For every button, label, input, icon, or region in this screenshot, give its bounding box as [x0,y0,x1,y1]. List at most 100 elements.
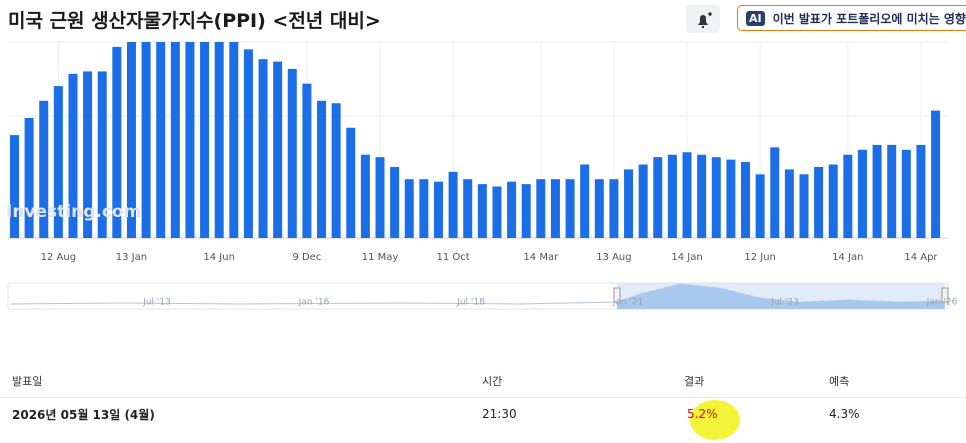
bar [287,68,297,238]
bar [126,42,136,238]
bar [901,149,911,238]
bar [302,83,312,238]
bell-icon [698,12,712,28]
x-tick-label: 14 Jan [671,252,702,263]
x-tick-label: 11 Oct [436,252,469,263]
navigator-label: Jan '21 [612,298,644,308]
bar [24,117,34,238]
bar [448,171,458,238]
x-tick-label: 9 Dec [292,252,321,263]
x-tick-label: 14 Jun [203,252,235,263]
bar [580,164,590,238]
bar [141,42,151,238]
bar [331,103,341,238]
navigator-label: Jan '16 [298,298,330,308]
header-cell: 예측 [828,365,966,398]
bar [697,154,707,238]
x-tick-label: 14 Apr [904,252,938,263]
header-cell: 시간 [481,365,683,398]
x-tick-label: 12 Aug [41,252,76,263]
forecast-cell: 4.3% [829,407,860,421]
bar [653,157,663,238]
bar [507,181,517,238]
ai-badge: AI [746,10,765,26]
navigator-handle[interactable] [941,287,949,303]
chart: Investing.com 12 Aug 13 Jan 14 Jun 9 Dec 11 … [6,41,958,310]
bar [214,42,224,238]
bar [682,152,692,238]
bar [711,157,721,238]
bar [741,162,750,238]
bar [433,181,443,238]
ai-button[interactable]: AI 이번 발표가 포트폴리오에 미치는 영향 [737,5,966,31]
bar [887,144,897,238]
bar [814,166,824,238]
bar [112,46,122,238]
bar [726,159,736,238]
x-tick-label: 13 Jan [116,252,147,263]
bar [565,179,575,238]
bar [83,71,93,238]
x-tick-label: 11 May [362,252,399,263]
bar [346,127,356,238]
bar [200,42,210,238]
bar [536,179,546,238]
bar [170,42,180,238]
bar [419,179,429,238]
navigator-label: Jul '13 [142,298,171,308]
bar [463,179,473,238]
bar [609,179,619,238]
bar [10,135,19,238]
bar [317,100,327,238]
bar [360,154,370,238]
bar [477,184,487,238]
x-tick-label: 14 Mar [523,252,559,263]
navigator-label: Jan '26 [926,298,958,308]
bar [638,164,648,238]
bar [770,147,780,238]
header-cell: 결과 [683,365,828,398]
bar [784,169,794,238]
bar [799,174,809,238]
bar [931,110,941,238]
bar [273,61,283,238]
bar [843,154,853,238]
bar [68,73,78,238]
bar [755,174,765,238]
bar [375,157,385,238]
navigator-label: Jul '18 [456,298,485,308]
x-tick-label: 12 Jun [744,252,776,263]
bar [916,144,926,238]
bar [53,86,63,238]
table-row: 2026년 05월 13일 (4월) 21:30 5.2% 4.3% [0,398,966,431]
bar [404,179,414,238]
header-cell: 발표일 [0,365,481,398]
navigator-handle[interactable] [613,287,621,303]
page-title: 미국 근원 생산자물가지수(PPI) <전년 대비> [8,10,381,32]
bar [229,42,239,238]
bar [185,42,195,238]
bar [258,59,268,238]
bar [550,179,560,238]
bar [624,169,634,238]
bar [156,42,166,238]
bar [594,179,604,238]
bar [492,186,502,238]
bar [872,144,882,238]
bar [667,154,677,238]
bar [390,166,400,238]
ai-button-label: 이번 발표가 포트폴리오에 미치는 영향 [772,11,966,26]
x-tick-label: 14 Jan [832,252,863,263]
actual-cell: 5.2% [687,407,718,421]
bar [243,49,253,238]
bar [521,184,531,238]
time-cell: 21:30 [482,407,517,421]
alert-button[interactable] [686,5,720,33]
bar [828,164,838,238]
navigator-label: Jul '23 [770,298,799,308]
x-tick-label: 13 Aug [596,252,631,263]
navigator-area [617,284,945,309]
table-header: 발표일 시간 결과 예측 [0,365,966,398]
bar [39,100,49,238]
